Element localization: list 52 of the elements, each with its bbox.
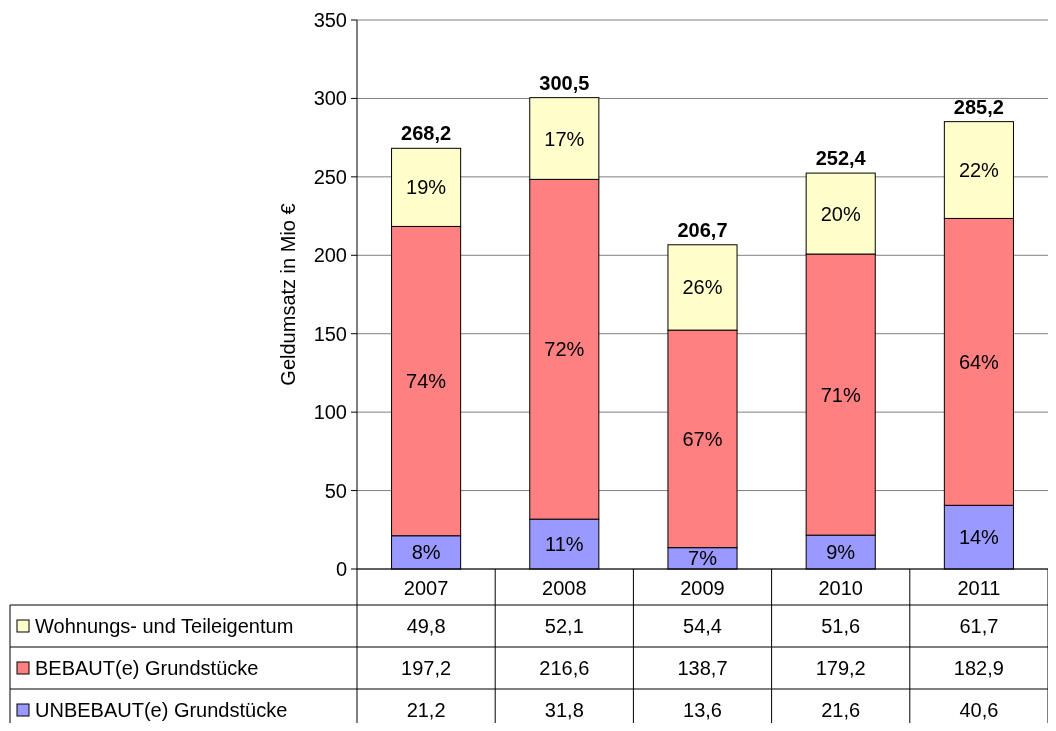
total-label: 285,2 [953,95,1004,118]
annotation: 9% [826,541,856,564]
data-label: 31,8 [544,699,584,721]
y-tick-label: 150 [313,322,347,345]
data-label: 21,6 [821,699,861,721]
y-tick-label: 350 [313,9,347,31]
annotation: 71% [820,383,861,406]
data-label: 51,6 [821,615,861,637]
annotation: 67% [682,427,723,450]
y-tick-label: 50 [324,479,347,502]
data-label: 197,2 [401,657,452,679]
total-label: 206,7 [677,218,728,241]
annotation: 14% [958,526,1000,549]
annotation: 19% [406,176,447,199]
y-tick-label: 0 [335,558,347,580]
y-tick-label: 100 [313,401,347,424]
annotation: 22% [958,159,1000,182]
y-tick-label: 250 [313,165,347,188]
total-label: 252,4 [815,147,867,170]
data-label: 179,2 [815,657,866,679]
y-tick-label: 200 [313,244,347,267]
y-axis-title: Geldumsatz in Mio € [277,203,299,386]
data-label: 21,2 [406,699,446,721]
x-tick-label: 2009 [680,577,725,599]
annotation: 20% [820,202,861,225]
x-tick-label: 2010 [818,577,863,599]
annotation: 64% [958,350,1000,373]
legend-label: BEBAUT(e) Grundstücke [35,657,259,679]
data-label: 54,4 [683,615,722,637]
data-label: 182,9 [953,657,1004,679]
annotation: 74% [406,370,447,393]
x-tick-label: 2008 [542,577,587,599]
annotation: 26% [682,276,723,299]
y-tick-label: 300 [313,87,347,110]
annotation: 72% [544,338,585,361]
x-tick-label: 2011 [957,577,1001,599]
data-label: 40,6 [959,699,999,721]
legend-label: Wohnungs- und Teileigentum [35,615,294,637]
annotation: 7% [688,547,718,570]
data-label: 49,8 [406,615,446,637]
annotation: 17% [544,127,585,150]
total-label: 268,2 [401,122,452,145]
data-label: 216,6 [539,657,590,679]
annotation: 8% [411,541,441,564]
annotation: 11% [545,533,584,556]
data-label: 13,6 [683,699,722,721]
x-tick-label: 2007 [403,577,449,599]
data-label: 52,1 [544,615,584,637]
data-label: 138,7 [677,657,728,679]
data-label: 61,7 [959,615,999,637]
total-label: 300,5 [539,71,590,94]
legend-label: UNBEBAUT(e) Grundstücke [35,699,288,721]
